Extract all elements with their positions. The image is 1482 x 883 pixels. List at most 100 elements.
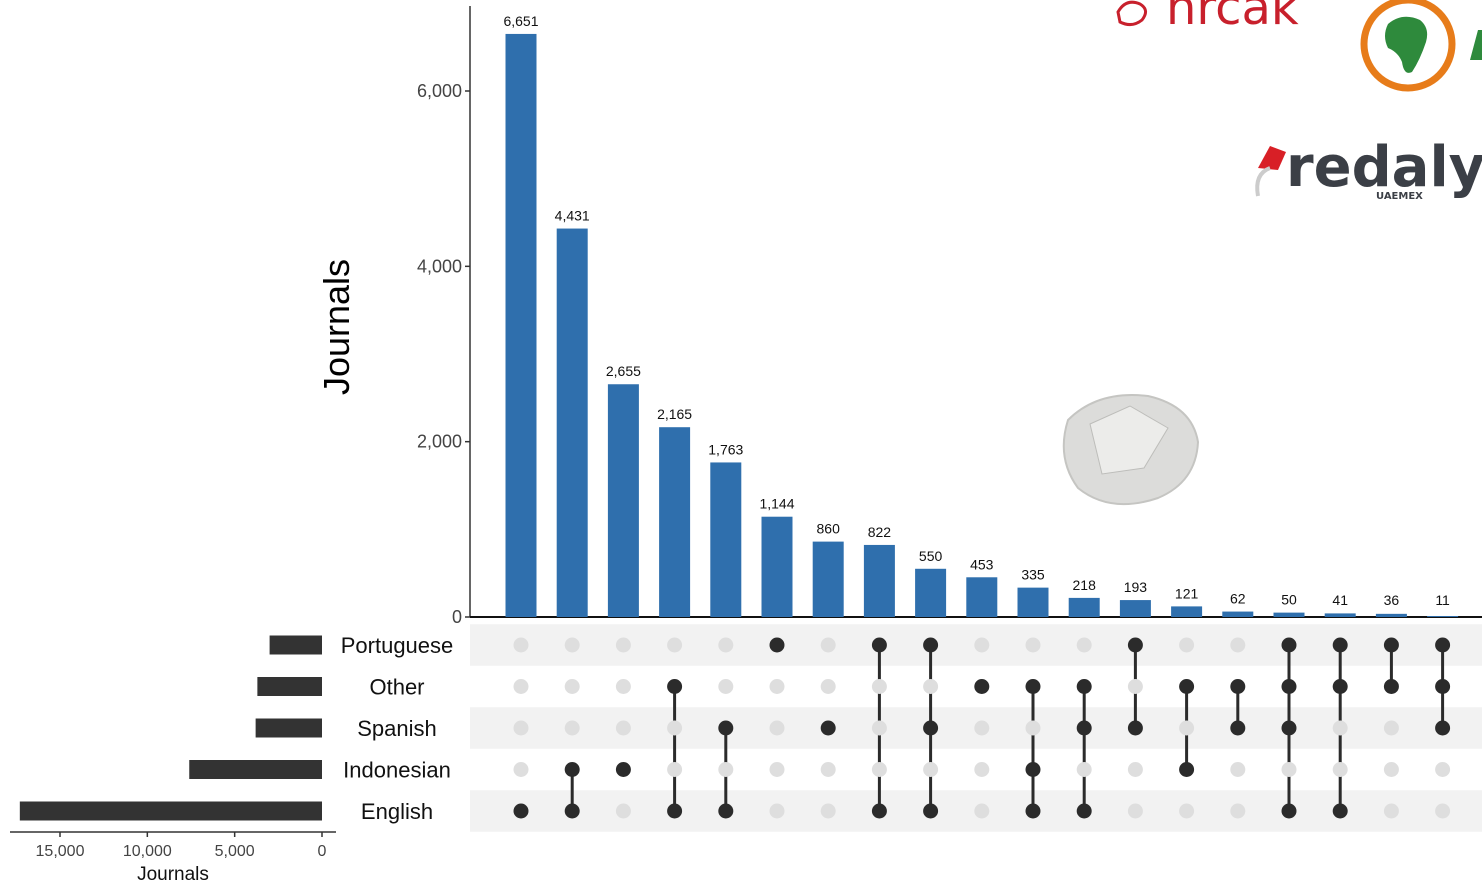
intersection-bar [915, 568, 947, 617]
intersection-bar [1324, 613, 1356, 617]
matrix-dot-inactive [1076, 762, 1092, 777]
matrix-dot-active [1127, 637, 1143, 653]
matrix-dot-inactive [1127, 762, 1143, 777]
bar-value-label: 4,431 [555, 208, 590, 224]
bar-value-label: 41 [1332, 592, 1348, 608]
matrix-dot-active [769, 637, 785, 653]
intersection-bar [607, 384, 639, 617]
redalyc-subtitle: UAEMEX [1376, 191, 1423, 202]
intersection-bar [659, 427, 691, 617]
matrix-dot-inactive [1179, 637, 1195, 653]
matrix-dot-active [923, 720, 939, 736]
bar-value-label: 2,165 [657, 406, 692, 422]
y-tick-label: 4,000 [417, 256, 462, 276]
set-size-bar [269, 635, 322, 655]
matrix-dot-inactive [769, 762, 785, 777]
set-size-axis: 15,000 10,000 5,000 0 [10, 831, 336, 860]
bar-value-label: 121 [1175, 585, 1199, 601]
matrix-dot-active [1281, 679, 1297, 694]
bar-value-label: 36 [1384, 592, 1400, 608]
y-tick-label: 2,000 [417, 432, 462, 452]
matrix-dot-inactive [667, 762, 683, 777]
matrix-dot-inactive [974, 803, 990, 819]
matrix-dot-inactive [615, 679, 631, 694]
matrix-dot-active [1332, 679, 1348, 694]
redalyc-swoosh-icon [1255, 166, 1271, 197]
matrix-dot-active [820, 720, 836, 736]
set-label: English [361, 799, 433, 824]
matrix-dot-inactive [871, 762, 887, 777]
set-labels: Portuguese Other Spanish Indonesian English [341, 633, 454, 824]
set-size-tick-label: 0 [318, 843, 327, 860]
bar-value-label: 2,655 [606, 363, 641, 379]
intersection-bar [966, 577, 998, 617]
intersection-bar [505, 33, 537, 617]
matrix-dot-active [1332, 803, 1348, 819]
bar-value-label: 193 [1124, 579, 1148, 595]
matrix-dot-inactive [1383, 762, 1399, 777]
matrix-dot-active [1076, 803, 1092, 819]
intersection-bar [710, 462, 742, 617]
matrix-dot-active [1076, 720, 1092, 736]
matrix-dot-inactive [1179, 803, 1195, 819]
matrix-dot-inactive [513, 720, 529, 736]
matrix-dot-active [1383, 637, 1399, 653]
matrix-dot-inactive [871, 720, 887, 736]
bar-value-label: 453 [970, 556, 994, 572]
matrix-dot-inactive [1435, 762, 1451, 777]
matrix-dot-inactive [718, 762, 734, 777]
matrix-dot-inactive [564, 679, 580, 694]
matrix-dot-active [1076, 679, 1092, 694]
nrcak-logo: nrcak [1116, 0, 1299, 36]
bar-value-label: 822 [868, 524, 892, 540]
matrix-dot-inactive [1076, 637, 1092, 653]
matrix-dot-inactive [820, 803, 836, 819]
bar-value-label: 62 [1230, 591, 1246, 607]
matrix-dot-active [871, 637, 887, 653]
matrix-dot-active [1332, 637, 1348, 653]
y-axis-title: Journals [316, 259, 357, 395]
africa-side-mark-icon [1470, 30, 1482, 60]
matrix-dot-active [1435, 637, 1451, 653]
matrix-dot-inactive [667, 720, 683, 736]
matrix-dot-inactive [1179, 720, 1195, 736]
matrix-dot-active [564, 762, 580, 777]
intersection-bar [1017, 587, 1049, 617]
matrix-dot-inactive [615, 803, 631, 819]
intersection-matrix [513, 637, 1451, 819]
set-label: Indonesian [343, 758, 451, 783]
matrix-dot-active [513, 803, 529, 819]
matrix-dot-active [615, 762, 631, 777]
matrix-dot-inactive [1383, 803, 1399, 819]
matrix-dot-active [1435, 720, 1451, 736]
matrix-dot-inactive [820, 679, 836, 694]
matrix-dot-inactive [1025, 720, 1041, 736]
intersection-bar [1171, 606, 1203, 617]
intersection-bar [761, 516, 793, 617]
intersection-bar [1273, 612, 1305, 617]
matrix-dot-active [1281, 637, 1297, 653]
bar-value-label: 1,763 [708, 441, 743, 457]
matrix-dot-active [1230, 720, 1246, 736]
diamond-facet-icon [1089, 405, 1169, 475]
matrix-dot-active [1179, 762, 1195, 777]
matrix-dot-inactive [1230, 762, 1246, 777]
africa-logo [1360, 0, 1482, 92]
matrix-dot-inactive [820, 762, 836, 777]
matrix-dot-inactive [1435, 803, 1451, 819]
matrix-dot-inactive [667, 637, 683, 653]
matrix-dot-inactive [1281, 762, 1297, 777]
matrix-dot-active [718, 803, 734, 819]
redalyc-logo-text: redalyc [1286, 135, 1482, 200]
intersection-bars: 6,651 4,431 2,655 2,165 1,763 1,144 860 822 550 4… [503, 13, 1459, 617]
matrix-dot-inactive [871, 679, 887, 694]
matrix-dot-active [667, 803, 683, 819]
matrix-dot-active [718, 720, 734, 736]
set-label: Other [369, 675, 424, 700]
matrix-dot-active [1230, 679, 1246, 694]
matrix-dot-inactive [1127, 679, 1143, 694]
matrix-dot-active [1025, 803, 1041, 819]
nrcak-emblem-icon [1116, 0, 1147, 27]
bar-value-label: 1,144 [759, 496, 794, 512]
